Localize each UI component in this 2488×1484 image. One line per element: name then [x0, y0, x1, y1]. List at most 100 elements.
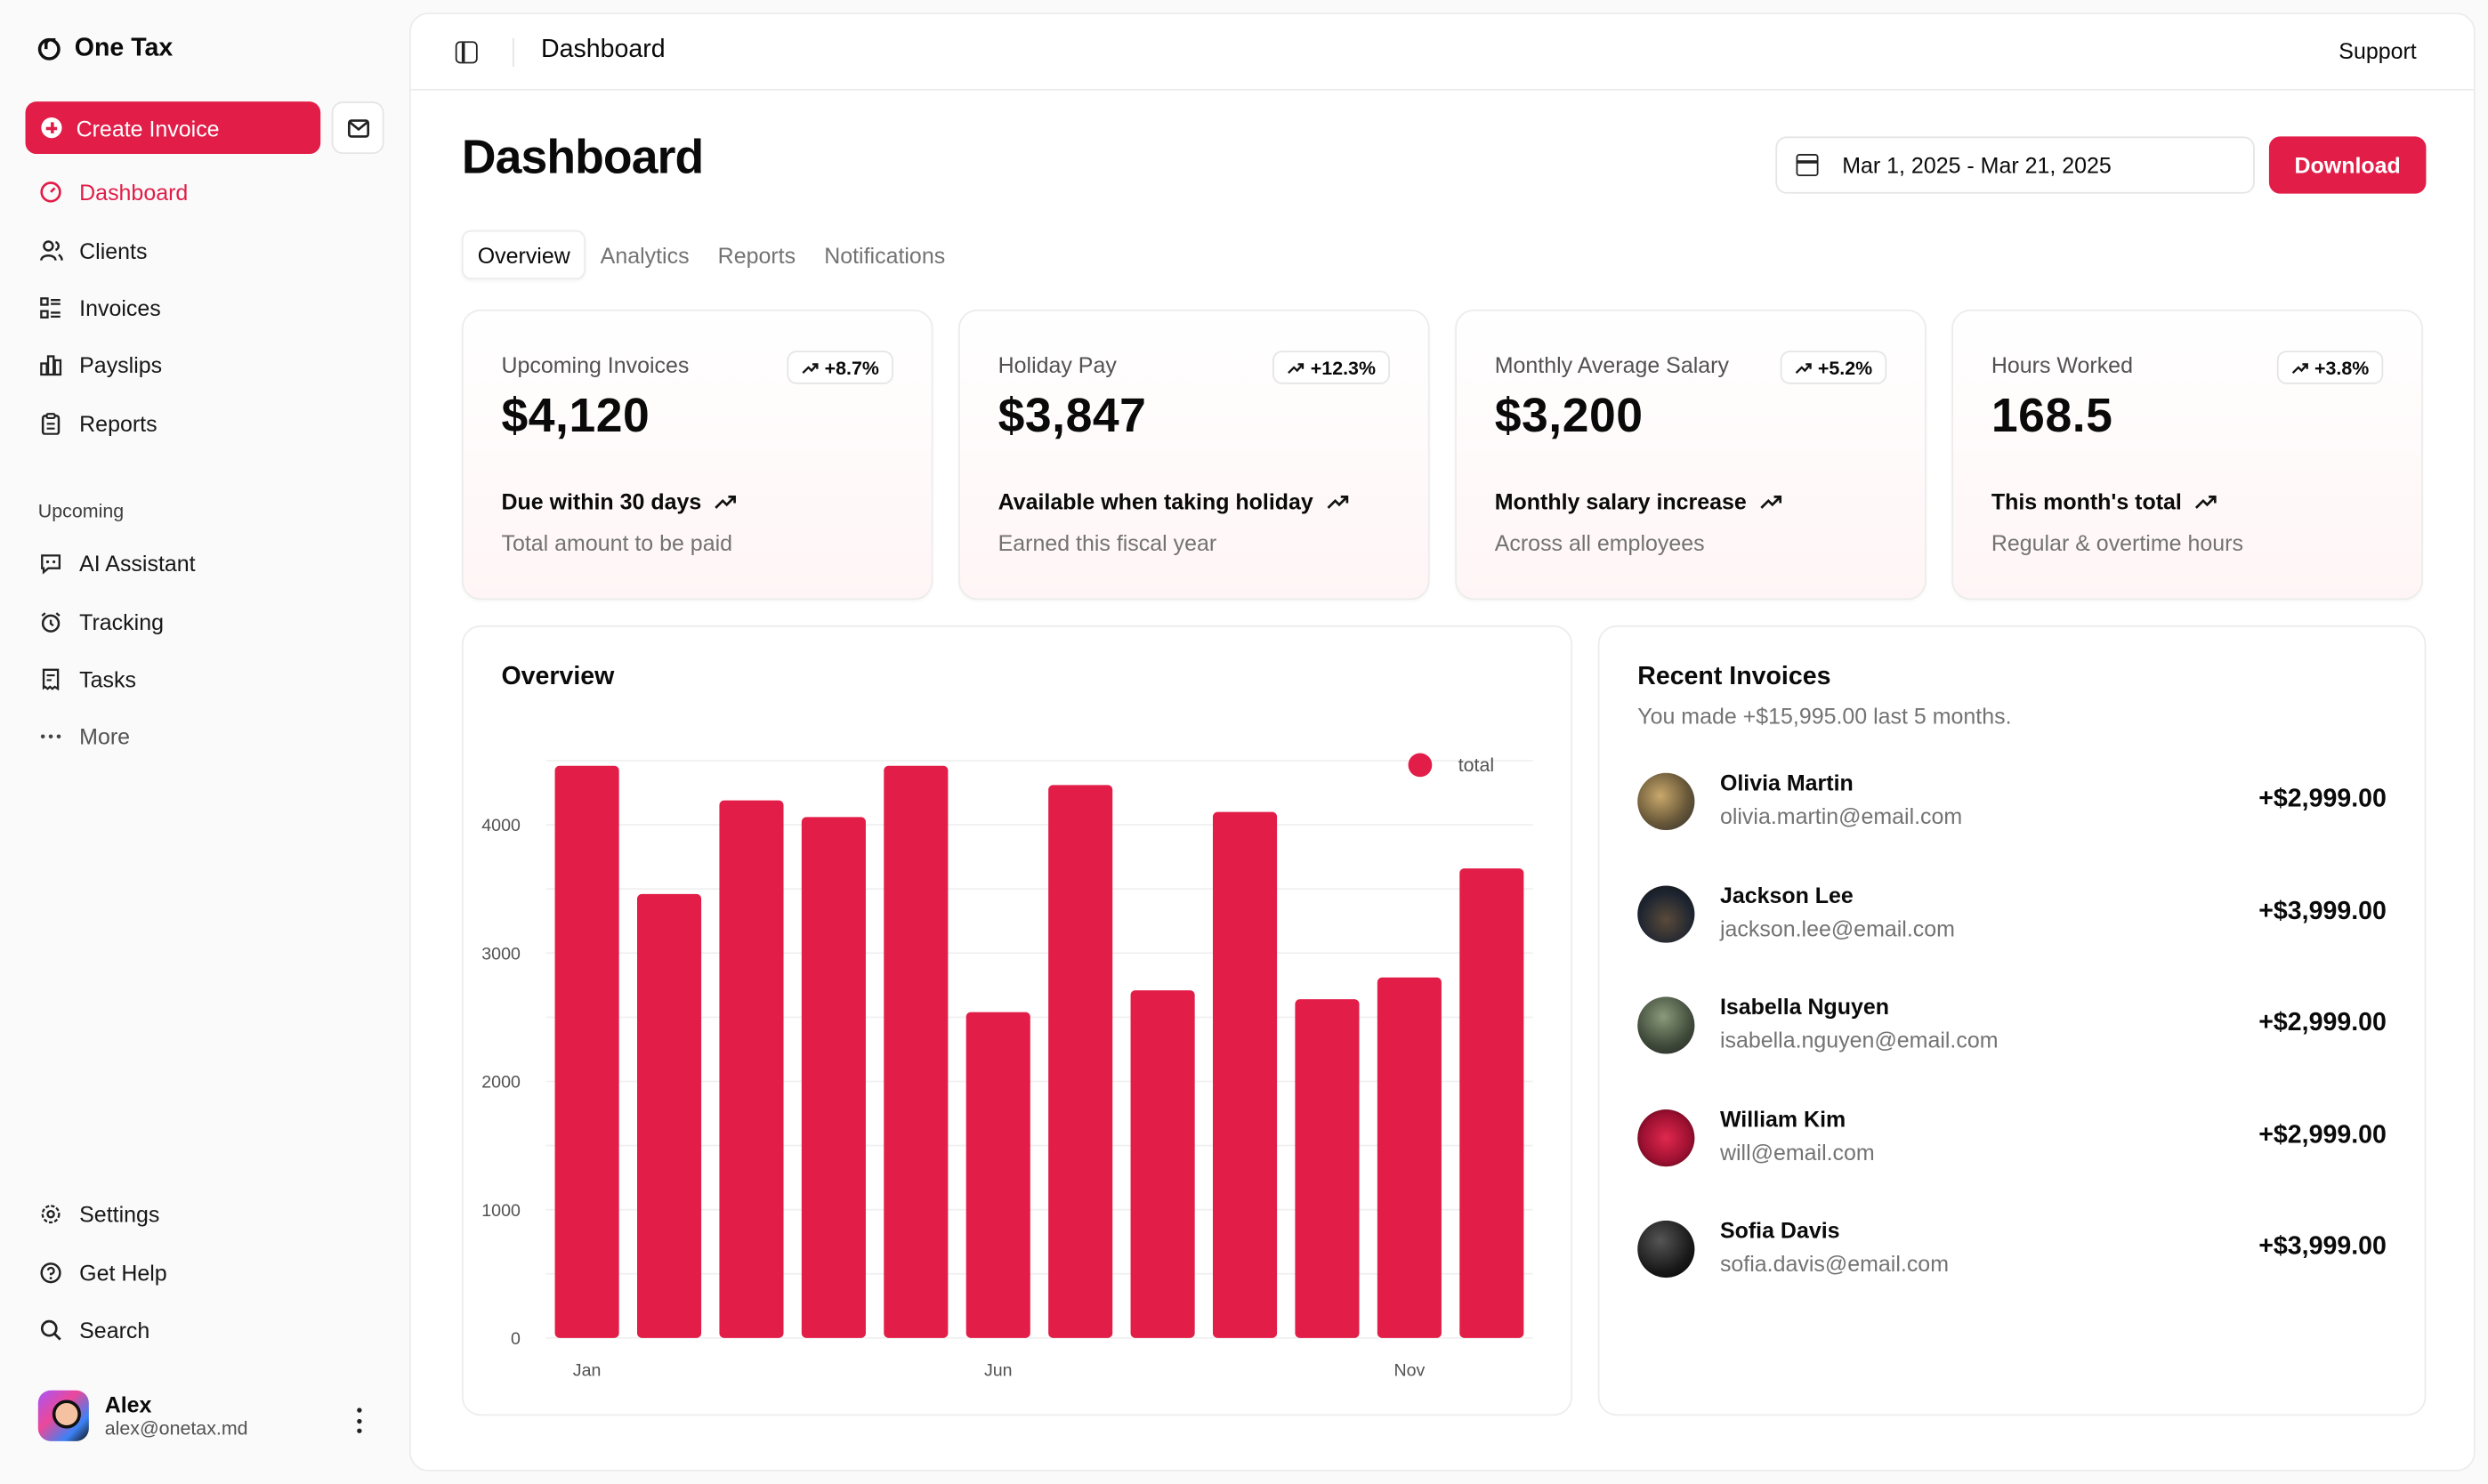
topbar: Dashboard Support	[410, 14, 2474, 91]
date-range-picker[interactable]: Mar 1, 2025 - Mar 21, 2025	[1775, 136, 2255, 194]
sidebar-item-payslips[interactable]: Payslips	[26, 337, 384, 395]
receipt-icon	[38, 666, 64, 692]
sidebar-item-more[interactable]: More	[26, 708, 384, 766]
trending-up-icon	[2291, 362, 2308, 374]
sidebar-item-settings[interactable]: Settings	[26, 1186, 384, 1244]
sidebar: One Tax Create Invoice Dashboard Clients…	[0, 0, 409, 1484]
stat-badge-value: +5.2%	[1817, 356, 1873, 379]
chart-bar	[1048, 785, 1113, 1338]
stat-value: $3,847	[998, 390, 1147, 443]
y-tick-label: 3000	[481, 944, 521, 964]
recent-invoices-subtitle: You made +$15,995.00 last 5 months.	[1637, 703, 2012, 729]
chart-bar	[637, 893, 702, 1338]
stat-value: 168.5	[1991, 390, 2113, 443]
stat-note: Available when taking holiday	[998, 488, 1348, 514]
invoice-name: Isabella Nguyen	[1719, 993, 1890, 1020]
list-item[interactable]: William Kim will@email.com +$2,999.00	[1637, 1106, 2387, 1169]
tab-overview[interactable]: Overview	[461, 230, 586, 279]
stat-value: $3,200	[1494, 390, 1644, 443]
y-tick-label: 0	[511, 1329, 521, 1349]
support-link[interactable]: Support	[2339, 37, 2417, 64]
sidebar-item-search[interactable]: Search	[26, 1301, 384, 1359]
avatar	[37, 1390, 89, 1441]
trending-up-icon	[801, 362, 818, 374]
list-item[interactable]: Sofia Davis sofia.davis@email.com +$3,99…	[1637, 1217, 2387, 1280]
invoice-amount: +$3,999.00	[2258, 898, 2387, 926]
overview-title: Overview	[501, 663, 615, 691]
tab-analytics[interactable]: Analytics	[600, 242, 690, 268]
sidebar-item-dashboard[interactable]: Dashboard	[26, 164, 384, 222]
chart-bar	[801, 817, 866, 1338]
y-tick-label: 2000	[481, 1073, 521, 1093]
invoice-amount: +$2,999.00	[2258, 1122, 2387, 1149]
trending-up-icon	[715, 496, 737, 509]
stat-label: Holiday Pay	[998, 352, 1117, 378]
stat-sub: Earned this fiscal year	[998, 529, 1217, 556]
stat-sub: Across all employees	[1494, 529, 1705, 556]
stat-badge: +3.8%	[2276, 351, 2384, 384]
sidebar-toggle-icon[interactable]	[455, 41, 478, 64]
stat-badge-value: +12.3%	[1310, 356, 1376, 379]
trending-up-icon	[1759, 496, 1781, 509]
stat-sub: Total amount to be paid	[501, 529, 733, 556]
list-item[interactable]: Olivia Martin olivia.martin@email.com +$…	[1637, 770, 2387, 833]
invoice-amount: +$2,999.00	[2258, 1009, 2387, 1036]
sidebar-item-label: Dashboard	[79, 179, 189, 206]
y-tick-label: 1000	[481, 1201, 521, 1221]
stat-label: Monthly Average Salary	[1494, 352, 1729, 378]
topbar-divider	[512, 37, 514, 67]
upcoming-section-label: Upcoming	[37, 499, 125, 522]
inbox-button[interactable]	[331, 101, 384, 155]
list-icon	[38, 295, 64, 321]
sidebar-item-tasks[interactable]: Tasks	[26, 650, 384, 708]
sidebar-item-get-help[interactable]: Get Help	[26, 1244, 384, 1302]
download-button[interactable]: Download	[2268, 136, 2427, 194]
invoice-amount: +$2,999.00	[2258, 786, 2387, 813]
brand[interactable]: One Tax	[37, 35, 173, 63]
bottom-nav: Settings Get Help Search	[26, 1186, 384, 1359]
user-menu-button[interactable]	[349, 1407, 368, 1433]
legend-swatch	[1408, 753, 1433, 778]
gear-icon	[38, 1202, 64, 1228]
invoice-name: Jackson Lee	[1719, 882, 1854, 908]
main-content: Dashboard Support Dashboard Mar 1, 2025 …	[409, 12, 2476, 1472]
invoice-email: will@email.com	[1719, 1139, 1875, 1165]
chart-bar	[965, 1012, 1030, 1338]
x-tick-label: Jun	[984, 1361, 1013, 1381]
tab-notifications[interactable]: Notifications	[824, 242, 946, 268]
chart-bar	[884, 765, 949, 1338]
chart-bar	[1212, 811, 1278, 1338]
avatar	[1637, 996, 1695, 1054]
stat-note: This month's total	[1991, 488, 2217, 514]
avatar	[1637, 1109, 1695, 1167]
invoice-name: Sofia Davis	[1719, 1217, 1840, 1243]
stat-label: Hours Worked	[1991, 352, 2133, 378]
create-invoice-button[interactable]: Create Invoice	[25, 101, 321, 155]
stat-badge-value: +3.8%	[2314, 356, 2370, 379]
invoice-email: olivia.martin@email.com	[1719, 802, 1963, 829]
page-title: Dashboard	[461, 132, 704, 184]
list-item[interactable]: Isabella Nguyen isabella.nguyen@email.co…	[1637, 994, 2387, 1057]
list-item[interactable]: Jackson Lee jackson.lee@email.com +$3,99…	[1637, 883, 2387, 946]
sidebar-item-tracking[interactable]: Tracking	[26, 593, 384, 650]
chart-bar	[1130, 990, 1195, 1338]
recent-invoices-card: Recent Invoices You made +$15,995.00 las…	[1597, 625, 2427, 1416]
sidebar-item-invoices[interactable]: Invoices	[26, 279, 384, 337]
invoice-name: Olivia Martin	[1719, 770, 1854, 795]
stat-sub: Regular & overtime hours	[1991, 529, 2243, 556]
tab-reports[interactable]: Reports	[717, 242, 796, 268]
invoice-amount: +$3,999.00	[2258, 1233, 2387, 1261]
tabs: Overview Analytics Reports Notifications	[461, 230, 959, 279]
bar-chart-icon	[38, 353, 64, 379]
sidebar-item-clients[interactable]: Clients	[26, 222, 384, 279]
sidebar-item-ai-assistant[interactable]: AI Assistant	[26, 535, 384, 593]
users-icon	[38, 238, 64, 263]
stat-label: Upcoming Invoices	[501, 352, 690, 378]
sidebar-item-label: Clients	[79, 237, 148, 263]
user-profile[interactable]: Alex alex@onetax.md	[37, 1390, 248, 1441]
help-circle-icon	[38, 1260, 64, 1286]
stat-note: Monthly salary increase	[1495, 488, 1781, 514]
more-vertical-icon	[356, 1407, 361, 1413]
sidebar-item-reports[interactable]: Reports	[26, 394, 384, 452]
chart-bar	[554, 765, 619, 1338]
